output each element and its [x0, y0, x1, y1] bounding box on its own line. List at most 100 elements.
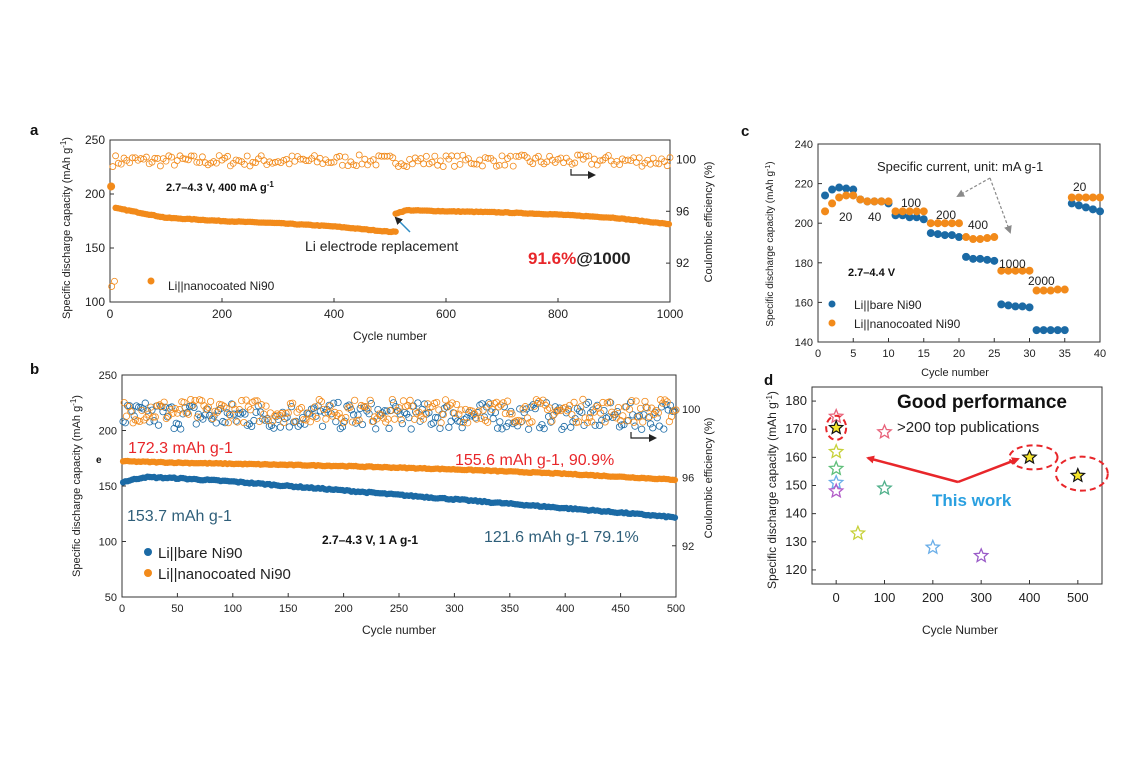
ce-point	[529, 160, 537, 168]
ce-point	[338, 161, 346, 169]
ce-point-nano	[311, 403, 319, 411]
ce-point-bare	[185, 402, 194, 410]
ce-point-bare	[502, 422, 511, 431]
x-tick-label: 50	[171, 603, 183, 615]
ce-point-bare	[434, 414, 442, 422]
rate-point	[877, 197, 886, 206]
panel-c-axes: 0 5 10 15 20 25 30 35 40 140 160 180 200 220 240	[795, 139, 1106, 360]
ce-point-bare	[644, 414, 652, 422]
ce-point-nano	[180, 398, 188, 407]
ce-point	[624, 156, 632, 164]
panel-c-rate-label: 20	[839, 210, 853, 224]
ce-point-nano	[459, 418, 467, 427]
ce-point-nano	[289, 399, 297, 407]
y-tick-label: 140	[785, 506, 807, 521]
ce-point-nano	[464, 419, 472, 427]
rate-point	[1046, 286, 1055, 295]
x-tick-label: 40	[1094, 348, 1106, 360]
y2-tick-label: 92	[676, 256, 690, 270]
rate-point	[933, 219, 942, 228]
panel-a-conditions: 2.7–4.3 V, 400 mA g-1	[166, 180, 274, 195]
rate-point	[1018, 266, 1027, 275]
ce-point	[605, 152, 612, 159]
ce-point	[655, 160, 663, 168]
ce-point-nano	[297, 404, 306, 412]
ce-point-nano	[255, 417, 263, 426]
highlight-ellipse	[1008, 444, 1059, 471]
ce-point	[215, 152, 223, 160]
ce-point-bare	[407, 425, 415, 433]
ce-point-bare	[325, 401, 333, 409]
ce-point-bare	[527, 403, 535, 411]
ce-point-bare	[518, 417, 526, 425]
x-tick-label: 300	[445, 603, 463, 615]
ce-point-nano	[654, 409, 662, 417]
ce-point	[182, 155, 190, 163]
ce-point-bare	[174, 420, 183, 428]
rate-point	[835, 183, 844, 192]
ce-point-bare	[228, 400, 236, 408]
ce-point	[341, 153, 349, 161]
panel-d-arrow-left	[866, 455, 959, 484]
panel-d-arrow-right	[957, 457, 1020, 484]
panel-c-rate-label: 1000	[999, 257, 1026, 271]
highlight-ellipse	[825, 414, 848, 441]
y-tick-label: 160	[785, 449, 807, 464]
ce-point-nano	[122, 412, 131, 420]
y2-tick-label: 96	[676, 204, 690, 218]
ce-point	[142, 153, 150, 161]
ce-point-bare	[137, 403, 145, 412]
ce-point-bare	[476, 401, 484, 409]
ce-point	[582, 152, 590, 160]
ce-point-nano	[238, 397, 246, 405]
literature-star-icon	[876, 479, 893, 496]
ce-point	[439, 163, 447, 170]
x-tick-label: 100	[224, 603, 242, 615]
rate-point	[955, 233, 963, 242]
x-tick-label: 400	[556, 603, 574, 615]
ce-point-bare	[400, 408, 409, 417]
x-tick-label: 350	[501, 603, 519, 615]
ce-point-nano	[552, 407, 560, 416]
ce-point-nano	[652, 406, 660, 415]
y-tick-label: 120	[785, 562, 807, 577]
ce-point-bare	[538, 421, 546, 429]
ce-point	[591, 155, 598, 163]
capacity-point	[107, 182, 116, 191]
panel-a-axes: 0 200 400 600 800 1000 100 150 200 250 92 96 100	[85, 133, 696, 321]
ce-point-bare	[154, 421, 163, 429]
panel-c-rate-label: 400	[968, 218, 988, 232]
ce-point	[431, 152, 439, 160]
panel-c-legend-marker-bare	[828, 300, 836, 308]
ce-point-nano	[597, 409, 605, 417]
rate-point	[962, 233, 971, 242]
literature-star-icon	[827, 459, 845, 476]
panel-c-rate-label: 200	[936, 208, 956, 222]
ce-point-bare	[221, 419, 229, 427]
ce-point	[518, 151, 525, 159]
ce-point	[490, 157, 498, 165]
y-tick-label: 130	[785, 534, 807, 549]
ce-point	[280, 156, 288, 164]
panel-c-legend-nano: Li||nanocoated Ni90	[854, 317, 961, 331]
ce-point-bare	[425, 409, 433, 417]
ce-point-nano	[368, 417, 377, 426]
ce-point-nano	[539, 396, 547, 404]
ce-point-nano	[435, 406, 443, 414]
ce-point	[571, 159, 579, 167]
ce-point-nano	[623, 417, 631, 425]
ce-point-nano	[521, 403, 529, 411]
ce-point-nano	[450, 409, 458, 417]
ce-point-nano	[543, 405, 552, 414]
literature-star-icon	[849, 524, 867, 541]
rate-point	[821, 207, 830, 216]
rate-point	[912, 213, 921, 222]
ce-point-bare	[578, 408, 586, 416]
ce-point-bare	[489, 414, 497, 423]
ce-point	[243, 152, 251, 160]
panel-b-nano-end: 155.6 mAh g-1, 90.9%	[455, 452, 614, 469]
ce-point-nano	[397, 416, 405, 424]
ce-point-nano	[229, 401, 237, 409]
x-tick-label: 200	[334, 603, 352, 615]
ce-point-bare	[212, 419, 220, 427]
